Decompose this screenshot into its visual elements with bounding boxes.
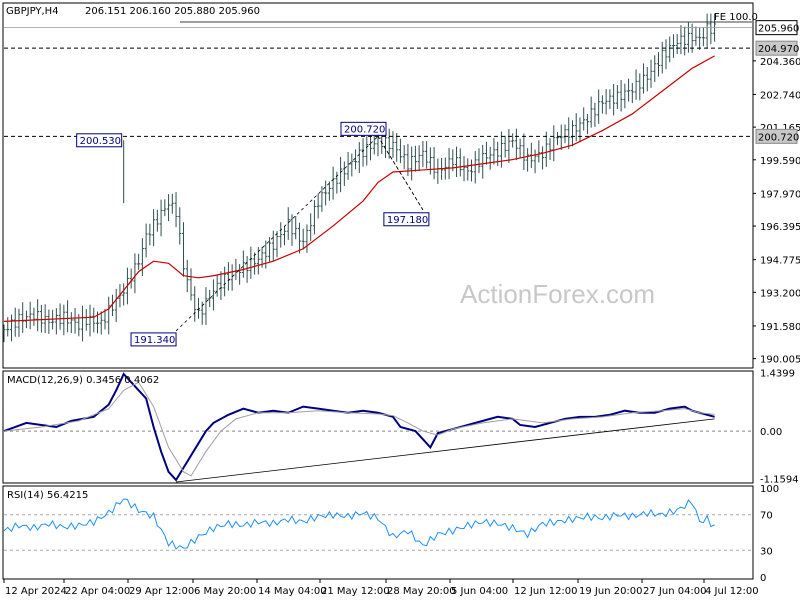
price-tick-label: 204.360 xyxy=(760,57,800,68)
x-tick-label: 14 May 04:00 xyxy=(258,586,327,597)
watermark: ActionForex.com xyxy=(460,279,655,309)
rsi-tick-label: 100 xyxy=(760,484,779,495)
moving-average-group xyxy=(3,55,715,322)
rsi-tick-label: 70 xyxy=(760,511,773,522)
rsi-line xyxy=(3,498,715,550)
price-annotation-box xyxy=(340,121,387,136)
x-tick-label: 12 Apr 2024 xyxy=(5,586,67,597)
price-tick-label: 201.165 xyxy=(760,123,800,134)
price-tick-label: 194.775 xyxy=(760,256,800,267)
x-tick-label: 5 Jun 04:00 xyxy=(451,586,508,597)
level-tag-box xyxy=(755,40,798,56)
fe-label: FE 100.0 xyxy=(714,12,758,23)
level-tag: 200.720 xyxy=(758,132,799,143)
level-tag: 204.970 xyxy=(758,44,799,55)
x-tick-label: 4 Jul 12:00 xyxy=(705,586,759,597)
price-annotation-label: 200.720 xyxy=(344,124,385,135)
macd-tick-label: 0.00 xyxy=(760,427,782,438)
macd-series-signal xyxy=(3,381,715,477)
x-tick-label: 28 May 20:00 xyxy=(387,586,456,597)
level-tag-box xyxy=(755,128,798,144)
price-annotation-label: 200.530 xyxy=(80,136,121,147)
macd-panel xyxy=(2,370,754,484)
rsi-tick-label: 30 xyxy=(760,546,773,557)
ohlc-readout: 206.151 206.160 205.880 205.960 xyxy=(85,6,260,17)
moving-average-line xyxy=(3,55,715,322)
price-annotation-box xyxy=(130,332,177,347)
price-tick-label: 202.740 xyxy=(760,90,800,101)
macd-series-trendline xyxy=(175,418,715,483)
chart-title: GBPJPY,H4 xyxy=(6,6,59,17)
x-tick-label: 22 Apr 04:00 xyxy=(65,586,130,597)
current-price-tag: 205.960 xyxy=(758,24,799,35)
rsi-panel xyxy=(2,485,754,580)
rsi-title: RSI(14) 56.4215 xyxy=(7,490,88,501)
x-tick-label: 21 May 12:00 xyxy=(321,586,390,597)
x-tick-label: 27 Jun 04:00 xyxy=(643,586,707,597)
rsi-axis: 100 70 30 0 xyxy=(760,484,779,584)
price-annotation-label: 197.180 xyxy=(387,215,428,226)
macd-tick-label: 1.4399 xyxy=(760,368,795,379)
price-annotation-label: 191.340 xyxy=(134,335,175,346)
price-annotation-box xyxy=(76,133,123,148)
annotations-group: 200.530 191.340 200.720 197.180 xyxy=(76,121,430,347)
price-tick-label: 196.395 xyxy=(760,222,800,233)
price-tick-label: 193.200 xyxy=(760,288,800,299)
price-axis: 190.005 191.580 193.200 194.775 196.395 197.9… xyxy=(4,20,800,366)
price-tick-label: 197.970 xyxy=(760,189,800,200)
macd-tick-label: -1.1594 xyxy=(760,474,799,485)
price-panel xyxy=(2,2,754,369)
macd-group xyxy=(3,372,752,483)
price-tick-label: 191.580 xyxy=(760,322,800,333)
x-tick-label: 12 Jun 12:00 xyxy=(514,586,578,597)
current-price-tag-box xyxy=(755,20,798,36)
swing-connector xyxy=(175,136,379,332)
macd-title: MACD(12,26,9) 0.3456 0.4062 xyxy=(7,375,159,386)
price-annotation-box xyxy=(383,212,430,227)
swing-connector xyxy=(377,136,424,210)
x-tick-label: 29 Apr 12:00 xyxy=(129,586,194,597)
price-tick-label: 190.005 xyxy=(760,355,800,366)
rsi-tick-label: 0 xyxy=(760,573,766,584)
price-tick-label: 199.590 xyxy=(760,156,800,167)
macd-axis: 1.4399 0.00 -1.1594 xyxy=(760,368,799,485)
candles-group xyxy=(2,13,717,343)
x-tick-label: 6 May 20:00 xyxy=(194,586,256,597)
rsi-group xyxy=(3,498,752,551)
x-tick-label: 19 Jun 20:00 xyxy=(579,586,643,597)
